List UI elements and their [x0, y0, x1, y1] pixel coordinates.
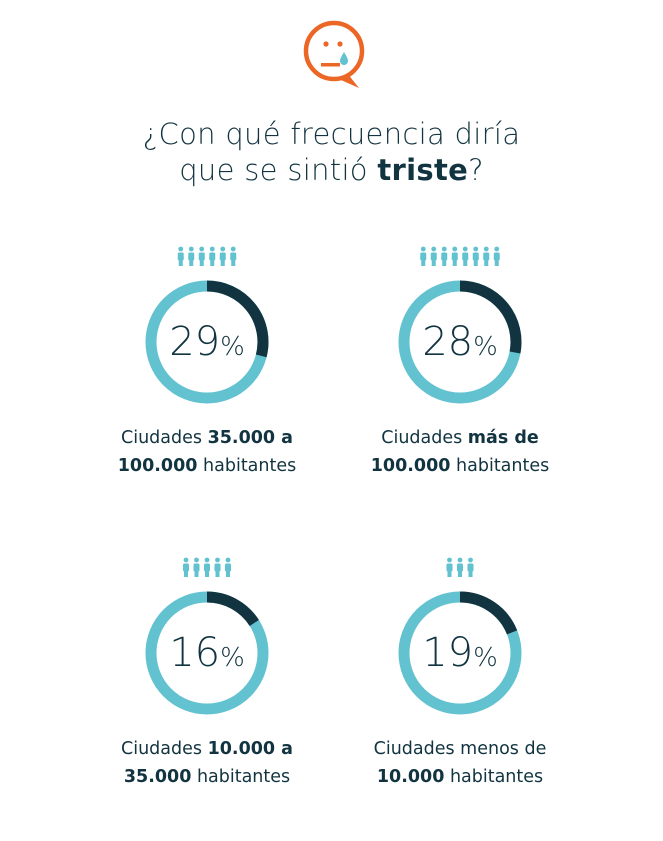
- person-icon: [483, 246, 490, 266]
- donut-value-arc: [206, 280, 269, 358]
- people-icons: [177, 246, 237, 266]
- panel-caption: Ciudades menos de 10.000 habitantes: [310, 735, 610, 791]
- person-icon: [209, 246, 216, 266]
- donut-chart: [398, 591, 522, 715]
- person-icon: [441, 246, 448, 266]
- caption-line-2: 100.000 habitantes: [310, 452, 610, 480]
- people-icons: [446, 557, 474, 577]
- person-icon: [493, 246, 500, 266]
- donut-value-arc: [459, 280, 522, 354]
- percentage-number: 28: [422, 319, 474, 365]
- caption-emphasis: 10.000 a: [207, 739, 293, 759]
- people-icons: [420, 246, 500, 266]
- caption-emphasis: más de: [467, 428, 539, 448]
- person-icon: [446, 557, 453, 577]
- title-question-mark: ?: [468, 153, 484, 187]
- caption-emphasis: 100.000: [370, 456, 451, 476]
- person-icon: [467, 557, 474, 577]
- caption-emphasis: 35.000: [123, 767, 192, 787]
- chart-panel-1: 29% Ciudades 35.000 a 100.000 habitantes: [57, 246, 357, 486]
- panel-caption: Ciudades 10.000 a 35.000 habitantes: [57, 735, 357, 791]
- caption-text: Ciudades: [121, 428, 208, 448]
- person-icon: [177, 246, 184, 266]
- chart-panel-2: 28% Ciudades más de 100.000 habitantes: [310, 246, 610, 486]
- percentage-number: 29: [169, 319, 221, 365]
- percentage-value: 29%: [57, 318, 357, 371]
- person-icon: [430, 246, 437, 266]
- caption-text: habitantes: [197, 456, 297, 476]
- chart-panel-4: 19% Ciudades menos de 10.000 habitantes: [310, 557, 610, 797]
- caption-text: habitantes: [191, 767, 291, 787]
- caption-line-1: Ciudades 10.000 a: [57, 735, 357, 763]
- caption-text: Ciudades: [381, 428, 468, 448]
- person-icon: [204, 557, 210, 577]
- donut-value-arc: [459, 591, 518, 635]
- page-title: ¿Con qué frecuencia diría que se sintió …: [0, 116, 663, 188]
- percent-sign: %: [220, 332, 245, 362]
- person-icon: [462, 246, 469, 266]
- caption-line-2: 100.000 habitantes: [57, 452, 357, 480]
- person-icon: [230, 246, 237, 266]
- panel-caption: Ciudades más de 100.000 habitantes: [310, 424, 610, 480]
- percentage-value: 28%: [310, 318, 610, 371]
- percentage-value: 19%: [310, 629, 610, 682]
- donut-value-arc: [206, 591, 259, 627]
- caption-emphasis: 35.000 a: [207, 428, 293, 448]
- donut-chart: [398, 280, 522, 404]
- person-icon: [219, 246, 226, 266]
- person-icon: [472, 246, 479, 266]
- donut-chart: [145, 280, 269, 404]
- people-icons: [183, 557, 231, 577]
- caption-text: Ciudades: [121, 739, 208, 759]
- percent-sign: %: [473, 332, 498, 362]
- person-icon: [420, 246, 427, 266]
- person-icon: [225, 557, 231, 577]
- donut-chart: [145, 591, 269, 715]
- percentage-number: 19: [422, 630, 474, 676]
- person-icon: [193, 557, 200, 577]
- person-icon: [451, 246, 458, 266]
- caption-line-1: Ciudades 35.000 a: [57, 424, 357, 452]
- person-icon: [183, 557, 189, 577]
- chart-panel-3: 16% Ciudades 10.000 a 35.000 habitantes: [57, 557, 357, 797]
- person-icon: [214, 557, 221, 577]
- caption-text: habitantes: [450, 456, 550, 476]
- caption-line-1: Ciudades más de: [310, 424, 610, 452]
- title-line-2: que se sintió triste?: [179, 153, 484, 187]
- caption-line-2: 10.000 habitantes: [310, 763, 610, 791]
- caption-emphasis: 10.000: [376, 767, 445, 787]
- caption-emphasis: 100.000: [117, 456, 198, 476]
- title-line-1: ¿Con qué frecuencia diría: [142, 117, 521, 151]
- caption-text: Ciudades menos de: [373, 739, 547, 759]
- percentage-number: 16: [169, 630, 221, 676]
- percentage-value: 16%: [57, 629, 357, 682]
- person-icon: [198, 246, 205, 266]
- person-icon: [188, 246, 195, 266]
- caption-line-2: 35.000 habitantes: [57, 763, 357, 791]
- panel-caption: Ciudades 35.000 a 100.000 habitantes: [57, 424, 357, 480]
- caption-text: habitantes: [444, 767, 544, 787]
- title-line-2-text: que se sintió: [179, 153, 378, 187]
- title-emphasis: triste: [377, 153, 469, 187]
- person-icon: [457, 557, 463, 577]
- percent-sign: %: [473, 643, 498, 673]
- sad-face-speech-bubble-icon: [303, 20, 365, 88]
- caption-line-1: Ciudades menos de: [310, 735, 610, 763]
- percent-sign: %: [220, 643, 245, 673]
